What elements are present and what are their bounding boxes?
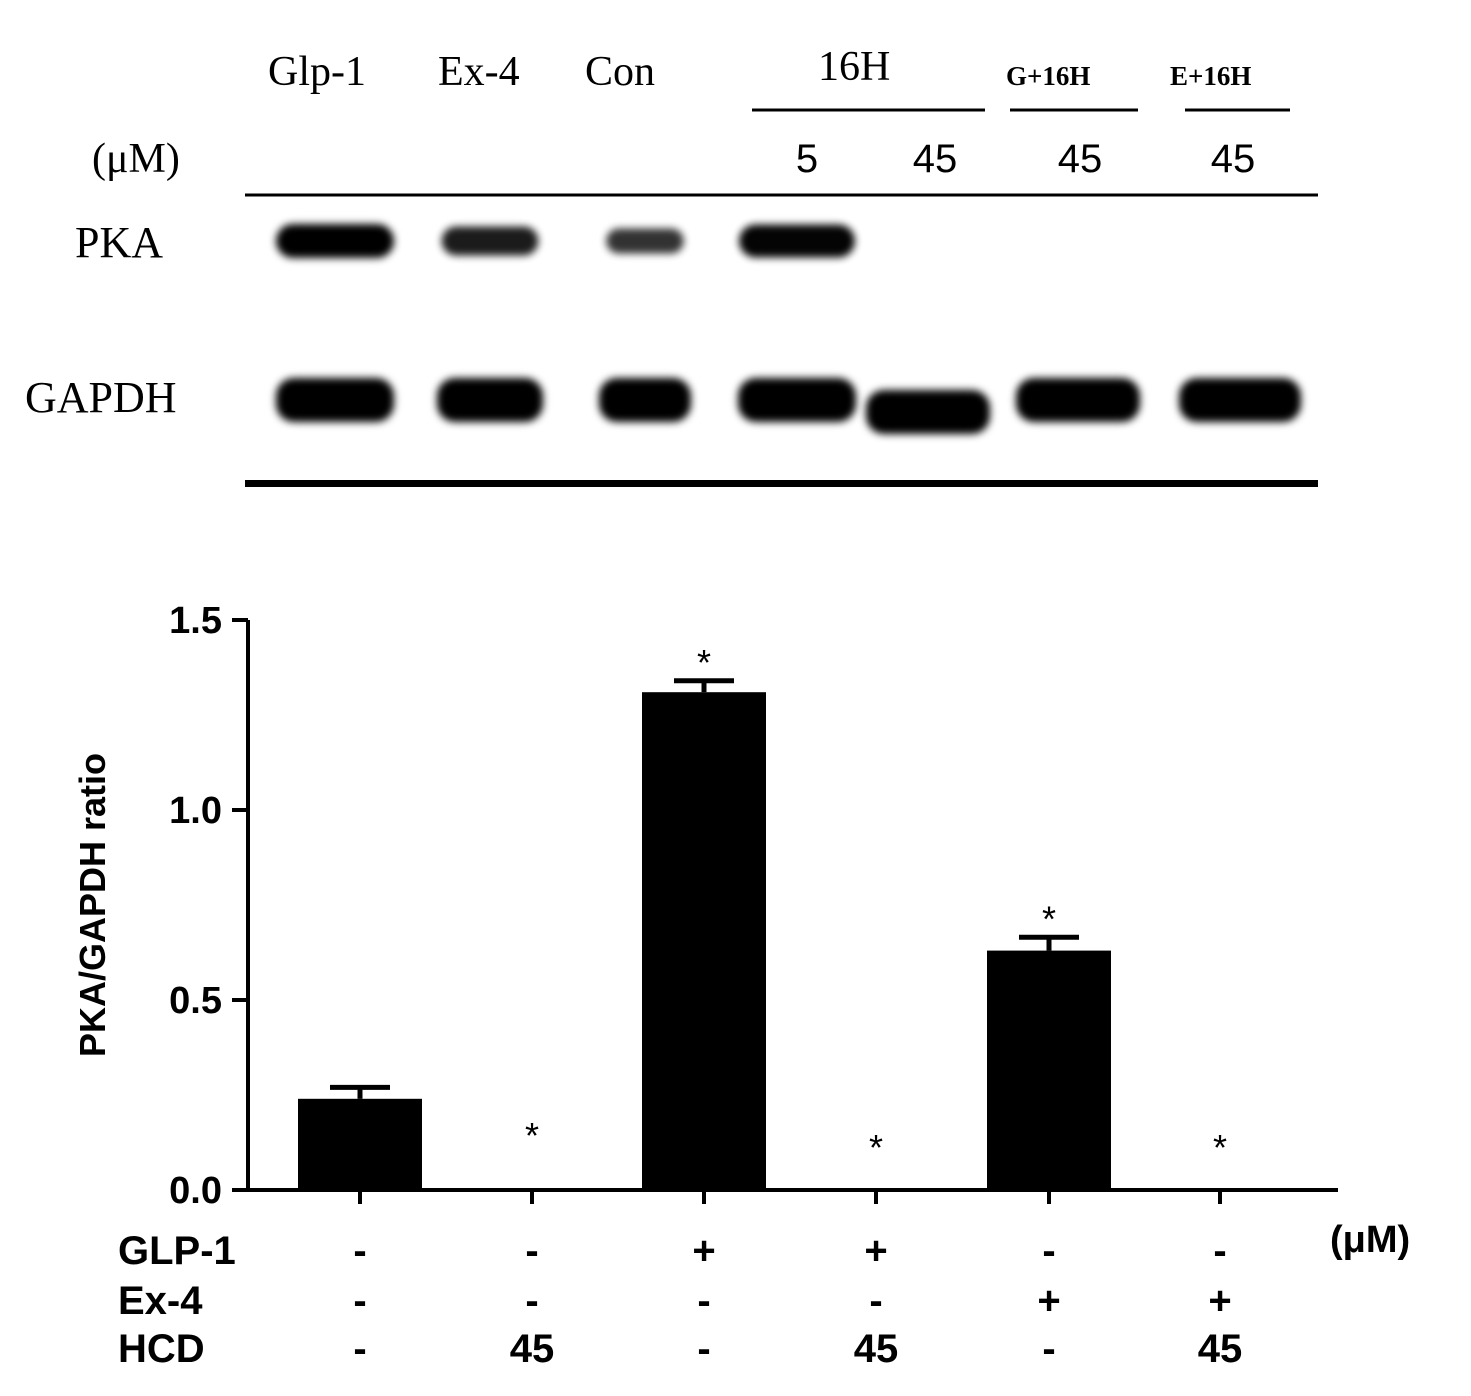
treatment-cell: - <box>1042 1229 1055 1273</box>
blot-unit-label: (μM) <box>92 136 180 182</box>
treatment-cell: - <box>353 1229 366 1273</box>
treatment-unit-label: (μM) <box>1330 1219 1410 1261</box>
treatment-table: GLP-1- - + + - -Ex-4- - - - + +HCD -45-45-45 <box>118 1229 1242 1371</box>
treatment-cell: + <box>864 1229 887 1273</box>
bar-1 <box>298 1098 422 1190</box>
conc-16h-45: 45 <box>913 137 958 181</box>
group-header-g16h: G+16H <box>1006 61 1090 91</box>
y-axis-label: PKA/GAPDH ratio <box>72 753 113 1057</box>
row-label-pka: PKA <box>75 218 163 267</box>
bar-chart: PKA/GAPDH ratio 0.0 0.5 1.0 1.5 * * * * * GLP-1… <box>72 600 1410 1371</box>
treatment-cell: - <box>525 1229 538 1273</box>
bar-3 <box>642 692 766 1190</box>
treatment-row-label: HCD <box>118 1327 205 1371</box>
treatment-cell: - <box>869 1279 882 1323</box>
treatment-cell: - <box>697 1327 710 1371</box>
treatment-cell: 45 <box>1198 1327 1243 1371</box>
group-header-16h: 16H <box>818 44 890 90</box>
gapdh-band-1 <box>276 378 394 422</box>
y-tick-label: 1.0 <box>169 790 222 832</box>
treatment-cell: + <box>1208 1279 1231 1323</box>
gapdh-band-5 <box>866 390 990 434</box>
group-header-e16h: E+16H <box>1170 61 1251 91</box>
lane-header-ex4: Ex-4 <box>438 49 520 95</box>
x-ticks <box>358 1190 1222 1204</box>
significance-marker-2: * <box>525 1115 539 1156</box>
treatment-cell: - <box>1213 1229 1226 1273</box>
pka-band-3 <box>606 228 684 254</box>
blot-bottom-rule <box>245 480 1318 487</box>
treatment-cell: - <box>353 1327 366 1371</box>
conc-e16h-45: 45 <box>1211 137 1256 181</box>
significance-marker-5: * <box>1042 898 1056 939</box>
gapdh-band-6 <box>1016 378 1140 422</box>
pka-bands <box>276 224 855 258</box>
y-tick-label: 1.5 <box>169 600 222 642</box>
significance-marker-6: * <box>1213 1127 1227 1168</box>
y-tick-label: 0.5 <box>169 980 222 1022</box>
significance-marker-4: * <box>869 1127 883 1168</box>
treatment-row-label: GLP-1 <box>118 1229 236 1273</box>
treatment-cell: + <box>692 1229 715 1273</box>
y-tick-label: 0.0 <box>169 1170 222 1212</box>
significance-marker-3: * <box>697 642 711 683</box>
gapdh-band-3 <box>599 378 691 422</box>
treatment-row-label: Ex-4 <box>118 1279 203 1323</box>
gapdh-band-2 <box>437 378 543 422</box>
treatment-cell: - <box>1042 1327 1055 1371</box>
treatment-cell: 45 <box>510 1327 555 1371</box>
pka-band-4 <box>739 224 855 258</box>
row-label-gapdh: GAPDH <box>25 373 177 422</box>
pka-band-1 <box>276 224 394 258</box>
gapdh-band-7 <box>1179 378 1301 422</box>
western-blot-panel: Glp-1 Ex-4 Con 16H G+16H E+16H (μM) 5 45… <box>25 44 1318 487</box>
gapdh-band-4 <box>738 378 856 422</box>
treatment-cell: 45 <box>854 1327 899 1371</box>
y-ticks: 0.0 0.5 1.0 1.5 <box>169 600 248 1212</box>
conc-g16h-45: 45 <box>1058 137 1103 181</box>
lane-header-glp1: Glp-1 <box>268 49 366 95</box>
treatment-cell: - <box>697 1279 710 1323</box>
gapdh-bands <box>276 378 1301 434</box>
lane-header-con: Con <box>585 49 655 95</box>
treatment-cell: - <box>525 1279 538 1323</box>
bar-5 <box>987 950 1111 1190</box>
bars: * * * * * <box>298 642 1227 1190</box>
pka-band-2 <box>441 226 539 256</box>
treatment-cell: + <box>1037 1279 1060 1323</box>
conc-16h-5: 5 <box>796 137 818 181</box>
treatment-cell: - <box>353 1279 366 1323</box>
